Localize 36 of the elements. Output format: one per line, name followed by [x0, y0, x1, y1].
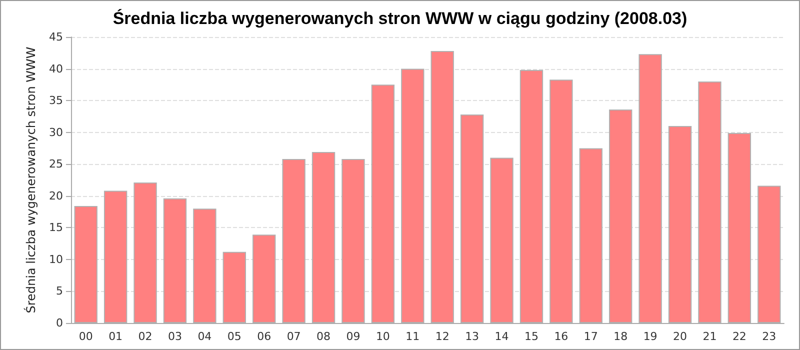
y-axis-title: Średnia liczba wygenerowanych stron WWW: [23, 46, 38, 314]
y-tick-label: 10: [49, 252, 63, 266]
x-tick-label: 23: [762, 330, 776, 343]
y-tick-label: 45: [49, 30, 63, 44]
x-tick-label: 08: [316, 330, 331, 343]
x-tick-label: 10: [376, 330, 390, 343]
x-tick-label: 09: [346, 330, 360, 343]
x-tick-label: 16: [554, 330, 568, 343]
y-tick-label: 5: [56, 284, 63, 298]
x-tick-label: 11: [406, 330, 420, 343]
x-tick-label: 07: [286, 330, 301, 343]
y-tick-label: 0: [56, 316, 63, 330]
x-tick-label: 12: [435, 330, 450, 343]
x-tick-label: 17: [584, 330, 598, 343]
y-tick-label: 30: [49, 126, 63, 139]
x-tick-label: 13: [465, 330, 480, 343]
x-tick-label: 05: [227, 330, 242, 343]
x-tick-label: 14: [494, 330, 509, 343]
x-tick-label: 00: [78, 330, 93, 343]
y-tick-label: 25: [49, 158, 63, 171]
x-tick-label: 22: [732, 330, 746, 343]
x-tick-label: 02: [138, 330, 152, 343]
x-tick-label: 18: [614, 330, 628, 343]
chart-title: Średnia liczba wygenerowanych stron WWW w ciągu godziny (2008.03): [112, 8, 688, 28]
y-tick-label: 20: [49, 189, 63, 202]
y-tick-label: 15: [49, 221, 63, 234]
x-tick-label: 15: [524, 330, 538, 343]
x-tick-label: 21: [702, 330, 717, 343]
x-tick-label: 20: [673, 330, 688, 343]
y-tick-label: 35: [49, 94, 63, 108]
x-tick-label: 19: [643, 330, 658, 343]
x-tick-label: 04: [198, 330, 212, 343]
x-tick-label: 01: [108, 330, 123, 343]
x-tick-label: 03: [168, 330, 182, 343]
x-tick-label: 06: [257, 330, 272, 343]
y-tick-label: 40: [49, 62, 63, 76]
